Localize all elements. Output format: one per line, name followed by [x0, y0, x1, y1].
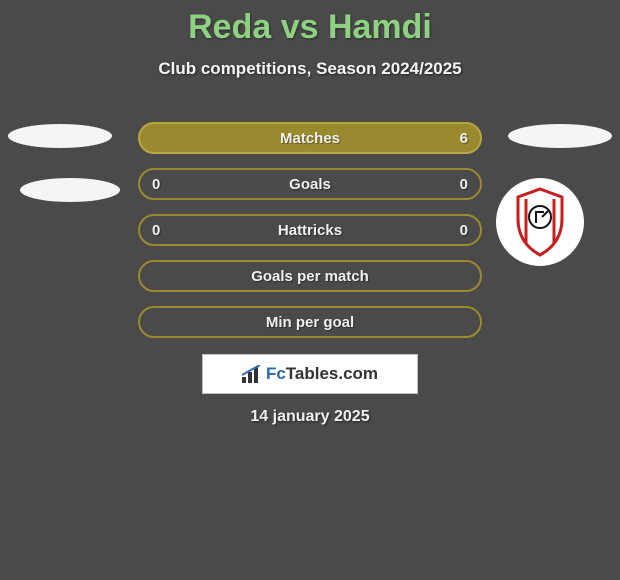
shield-icon [512, 187, 568, 257]
fctables-logo: FcTables.com [202, 354, 418, 394]
page-title: Reda vs Hamdi [0, 0, 620, 47]
stat-row-min-per-goal: Min per goal [138, 306, 482, 338]
stat-row-hattricks: 0 Hattricks 0 [138, 214, 482, 246]
stat-right-value: 0 [460, 176, 468, 193]
stats-table: Matches 6 0 Goals 0 0 Hattricks 0 Goals … [138, 122, 482, 352]
club-logo-right [496, 178, 584, 266]
player-photo-left [8, 124, 112, 148]
stat-label: Min per goal [266, 314, 354, 331]
date-label: 14 january 2025 [0, 408, 620, 426]
stat-label: Goals per match [251, 268, 369, 285]
stat-label: Goals [289, 176, 331, 193]
stat-left-value: 0 [152, 176, 160, 193]
stat-right-value: 6 [460, 130, 468, 147]
stat-right-value: 0 [460, 222, 468, 239]
stat-row-goals-per-match: Goals per match [138, 260, 482, 292]
player-photo-right [508, 124, 612, 148]
bars-icon [242, 365, 262, 383]
page-subtitle: Club competitions, Season 2024/2025 [0, 59, 620, 79]
stat-label: Hattricks [278, 222, 342, 239]
stat-row-matches: Matches 6 [138, 122, 482, 154]
club-logo-left [20, 178, 120, 202]
stat-label: Matches [280, 130, 340, 147]
stat-left-value: 0 [152, 222, 160, 239]
logo-text: FcTables.com [266, 364, 378, 384]
stat-row-goals: 0 Goals 0 [138, 168, 482, 200]
